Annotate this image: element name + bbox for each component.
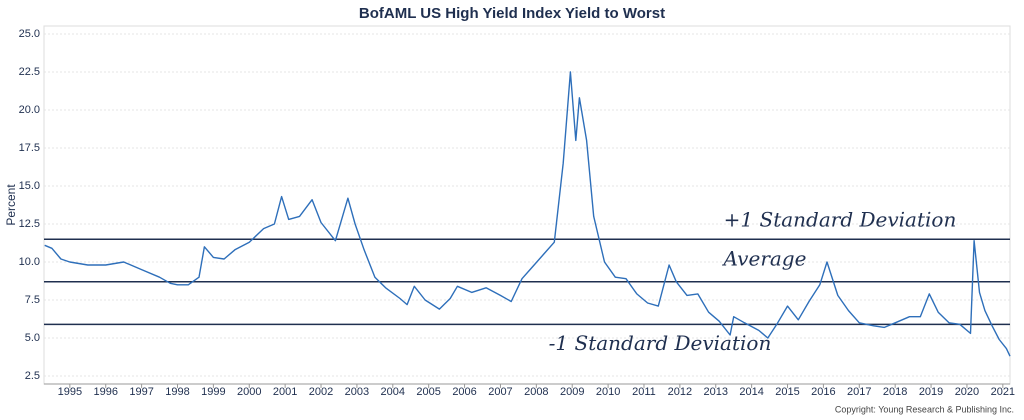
x-tick-label: 2008 bbox=[524, 386, 548, 398]
x-tick-label: 2009 bbox=[560, 386, 584, 398]
x-tick-label: 2001 bbox=[273, 386, 297, 398]
y-tick-label: 2.5 bbox=[25, 370, 40, 382]
x-tick-label: 2020 bbox=[955, 386, 979, 398]
x-tick-label: 2000 bbox=[237, 386, 261, 398]
x-tick-label: 2007 bbox=[488, 386, 512, 398]
x-tick-label: 2014 bbox=[739, 386, 763, 398]
x-tick-label: 2002 bbox=[309, 386, 333, 398]
x-tick-label: 1996 bbox=[93, 386, 117, 398]
y-tick-label: 20.0 bbox=[19, 104, 40, 116]
plot-frame bbox=[43, 25, 1011, 385]
y-tick-label: 12.5 bbox=[19, 218, 40, 230]
x-tick-label: 2004 bbox=[381, 386, 405, 398]
x-tick-label: 1997 bbox=[129, 386, 153, 398]
reference-label: +1 Standard Deviation bbox=[724, 208, 957, 232]
x-tick-label: 2016 bbox=[811, 386, 835, 398]
series-line bbox=[44, 71, 1011, 357]
x-tick-label: 2012 bbox=[668, 386, 692, 398]
x-tick-label: 2013 bbox=[704, 386, 728, 398]
x-tick-label: 1999 bbox=[201, 386, 225, 398]
x-tick-label: 2017 bbox=[847, 386, 871, 398]
x-tick-label: 1995 bbox=[58, 386, 82, 398]
y-tick-label: 25.0 bbox=[19, 28, 40, 40]
x-tick-label: 2006 bbox=[452, 386, 476, 398]
x-tick-label: 2015 bbox=[775, 386, 799, 398]
reference-label: Average bbox=[722, 246, 807, 270]
x-tick-label: 2011 bbox=[632, 386, 656, 398]
y-tick-label: 15.0 bbox=[19, 180, 40, 192]
x-tick-label: 2003 bbox=[345, 386, 369, 398]
x-tick-label: 2018 bbox=[883, 386, 907, 398]
y-tick-label: 17.5 bbox=[19, 142, 40, 154]
y-axis-label: Percent bbox=[4, 184, 18, 226]
x-tick-label: 2010 bbox=[596, 386, 620, 398]
y-tick-label: 22.5 bbox=[19, 66, 40, 78]
x-tick-label: 2021 bbox=[991, 386, 1015, 398]
y-tick-label: 7.5 bbox=[25, 294, 40, 306]
reference-label: -1 Standard Deviation bbox=[549, 331, 772, 355]
x-tick-label: 2005 bbox=[416, 386, 440, 398]
y-tick-label: 10.0 bbox=[19, 256, 40, 268]
copyright: Copyright: Young Research & Publishing I… bbox=[835, 404, 1014, 414]
x-tick-label: 1998 bbox=[165, 386, 189, 398]
y-tick-label: 5.0 bbox=[25, 332, 40, 344]
chart-title: BofAML US High Yield Index Yield to Wors… bbox=[359, 5, 665, 22]
x-tick-label: 2019 bbox=[919, 386, 943, 398]
